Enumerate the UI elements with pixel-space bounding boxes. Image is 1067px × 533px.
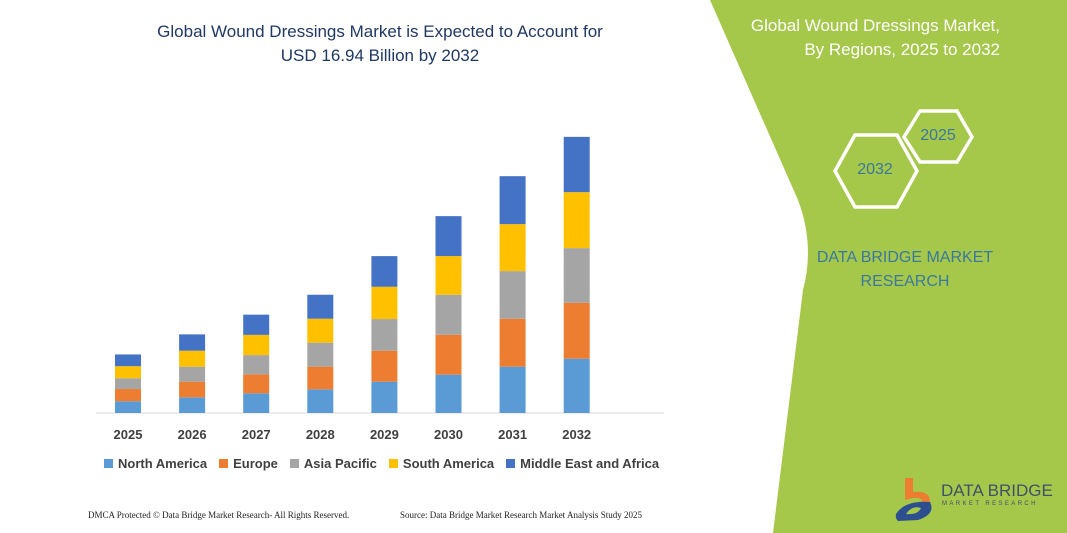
x-tick-label: 2026 [178, 427, 207, 442]
side-title-line-1: Global Wound Dressings Market, [750, 16, 1000, 35]
bar-segment-2027-europe [243, 374, 270, 394]
bar-segment-2028-middle-east-and-africa [307, 294, 334, 319]
hex-label-2032: 2032 [857, 161, 893, 178]
chart-title: Global Wound Dressings Market is Expecte… [100, 20, 660, 68]
bar-segment-2026-europe [179, 381, 206, 398]
bar-segment-2026-middle-east-and-africa [179, 334, 206, 351]
x-tick-label: 2030 [434, 427, 463, 442]
x-tick-label: 2029 [370, 427, 399, 442]
green-side-panel [710, 0, 1067, 533]
brand-text: DATA BRIDGE MARKET RESEARCH [800, 246, 1010, 294]
bar-segment-2032-south-america [563, 192, 590, 249]
legend-swatch [104, 459, 113, 468]
legend-item: Europe [219, 456, 278, 471]
bar-segment-2030-europe [435, 334, 462, 375]
bar-segment-2030-middle-east-and-africa [435, 216, 462, 257]
bar-segment-2032-north-america [563, 358, 590, 413]
legend-item: North America [104, 456, 207, 471]
bar-segment-2028-asia-pacific [307, 342, 334, 367]
legend-swatch [506, 459, 516, 468]
bar-segment-2031-north-america [499, 366, 526, 413]
legend-item: South America [388, 456, 495, 471]
legend-label: Middle East and Africa [520, 456, 660, 471]
title-line-1: Global Wound Dressings Market is Expecte… [157, 22, 603, 41]
hex-label-2025: 2025 [920, 127, 956, 144]
bar-segment-2032-asia-pacific [563, 248, 590, 303]
x-tick-label: 2027 [242, 427, 271, 442]
bar-segment-2025-south-america [115, 366, 141, 379]
legend-swatch [219, 459, 229, 468]
bar-segment-2029-asia-pacific [371, 319, 398, 351]
bar-segment-2029-south-america [371, 286, 398, 320]
x-tick-label: 2032 [562, 427, 591, 442]
stacked-bar-chart: 2025 2026 2027 2028 2029 2030 2031 2032 [96, 136, 664, 442]
x-tick-label: 2028 [306, 427, 335, 442]
bar-segment-2028-north-america [307, 389, 334, 413]
bar-segment-2027-north-america [243, 393, 270, 413]
logo-subtext: MARKET RESEARCH [942, 501, 1038, 507]
hexagon-2032 [832, 133, 920, 209]
bar-segment-2030-north-america [435, 374, 462, 413]
x-tick-label: 2031 [498, 427, 527, 442]
legend-item: Middle East and Africa [506, 456, 659, 471]
bar-segment-2027-south-america [243, 334, 270, 356]
bar-segment-2026-asia-pacific [179, 366, 206, 382]
chart-legend: North America Europe Asia Pacific South Ame… [104, 456, 659, 471]
legend-label: Asia Pacific [303, 456, 377, 471]
bar-segment-2028-south-america [307, 318, 334, 343]
legend-swatch [388, 459, 398, 468]
legend-item: Asia Pacific [289, 456, 377, 471]
bar-segment-2030-asia-pacific [435, 294, 462, 335]
bar-segment-2026-south-america [179, 350, 206, 367]
bar-segment-2026-north-america [179, 397, 206, 413]
bar-segment-2028-europe [307, 366, 334, 390]
bar-segment-2025-middle-east-and-africa [115, 354, 141, 367]
brand-line-1: DATA BRIDGE MARKET [816, 249, 994, 266]
footer-source: Source: Data Bridge Market Research Mark… [400, 510, 642, 520]
side-title-line-2: By Regions, 2025 to 2032 [804, 40, 1000, 59]
bar-segment-2025-asia-pacific [115, 378, 141, 390]
bar-segment-2029-europe [371, 350, 398, 382]
bar-segment-2031-asia-pacific [499, 271, 526, 319]
bar-segment-2025-north-america [115, 401, 141, 413]
bar-segment-2032-middle-east-and-africa [563, 136, 590, 193]
bar-segment-2031-europe [499, 318, 526, 367]
legend-label: North America [118, 456, 208, 471]
bar-segment-2027-asia-pacific [243, 355, 270, 375]
bar-segment-2031-south-america [499, 224, 526, 272]
logo-icon [895, 478, 932, 521]
bar-segment-2025-europe [115, 389, 141, 402]
x-tick-label: 2025 [114, 427, 143, 442]
side-panel-title: Global Wound Dressings Market, By Region… [720, 14, 1000, 62]
bar-segment-2029-middle-east-and-africa [371, 256, 398, 287]
legend-swatch [289, 459, 299, 468]
bar-segment-2032-europe [563, 302, 590, 359]
bar-segment-2030-south-america [435, 256, 462, 295]
brand-line-2: RESEARCH [860, 273, 950, 290]
legend-label: South America [402, 456, 495, 471]
title-line-2: USD 16.94 Billion by 2032 [280, 46, 480, 65]
legend-label: Europe [233, 456, 278, 471]
hexagon-2025 [901, 109, 975, 164]
footer-copyright: DMCA Protected © Data Bridge Market Rese… [88, 510, 350, 520]
logo-text: DATA BRIDGE [941, 481, 1053, 500]
bar-segment-2029-north-america [371, 381, 398, 413]
bar-segment-2031-middle-east-and-africa [499, 176, 526, 225]
bar-segment-2027-middle-east-and-africa [243, 314, 270, 335]
